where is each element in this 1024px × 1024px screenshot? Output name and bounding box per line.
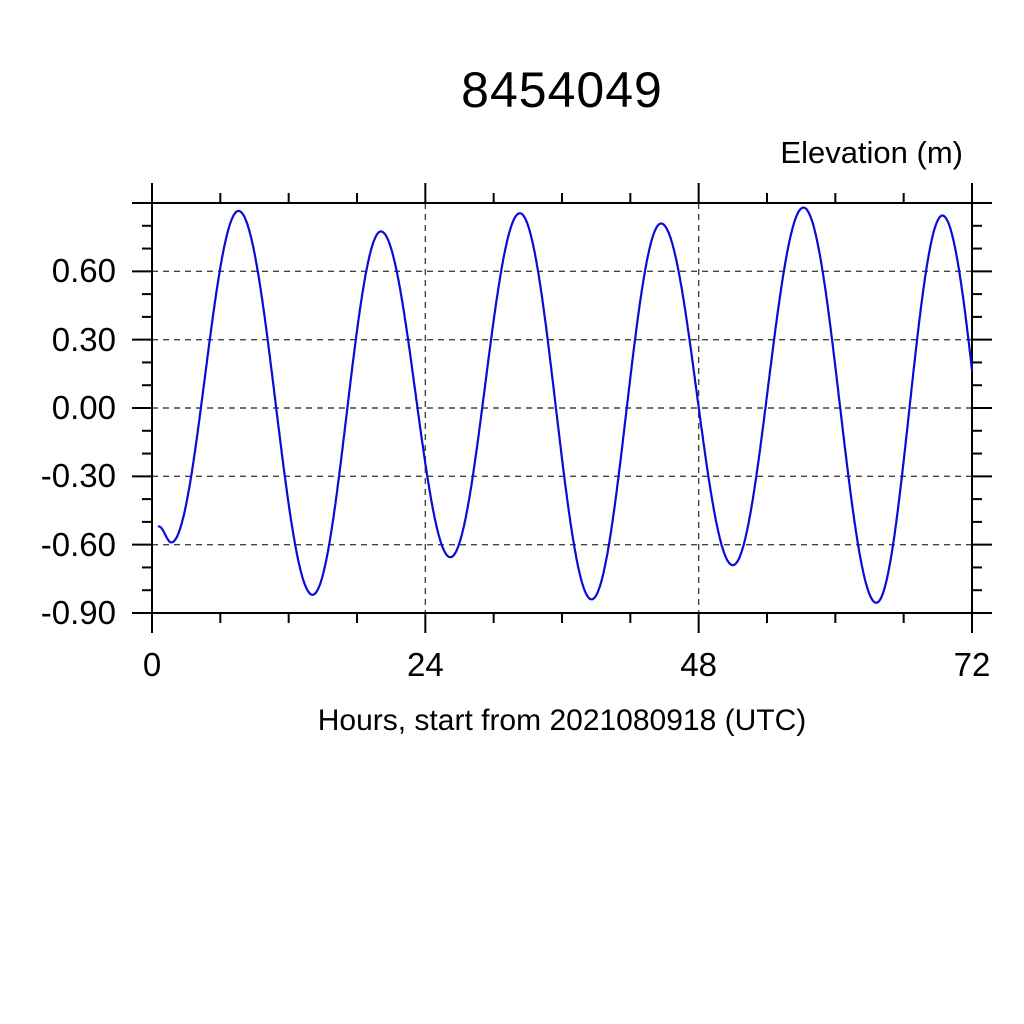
- x-tick-label: 72: [953, 646, 991, 683]
- y-tick-label: 0.60: [51, 252, 116, 290]
- y-tick-label: 0.30: [51, 320, 116, 358]
- x-axis-title: Hours, start from 2021080918 (UTC): [317, 704, 807, 737]
- elevation-curve: [157, 206, 974, 604]
- chart-title: 8454049: [461, 62, 663, 118]
- y-axis-title: Elevation (m): [780, 135, 963, 170]
- y-tick-label: -0.30: [40, 457, 116, 495]
- x-tick-label: 0: [142, 646, 162, 683]
- y-tick-label: 0.00: [51, 389, 116, 426]
- x-tick-label: 24: [406, 646, 444, 683]
- x-tick-label: 48: [680, 646, 718, 683]
- y-tick-label: -0.60: [40, 525, 116, 563]
- y-tick-label: -0.90: [40, 594, 116, 631]
